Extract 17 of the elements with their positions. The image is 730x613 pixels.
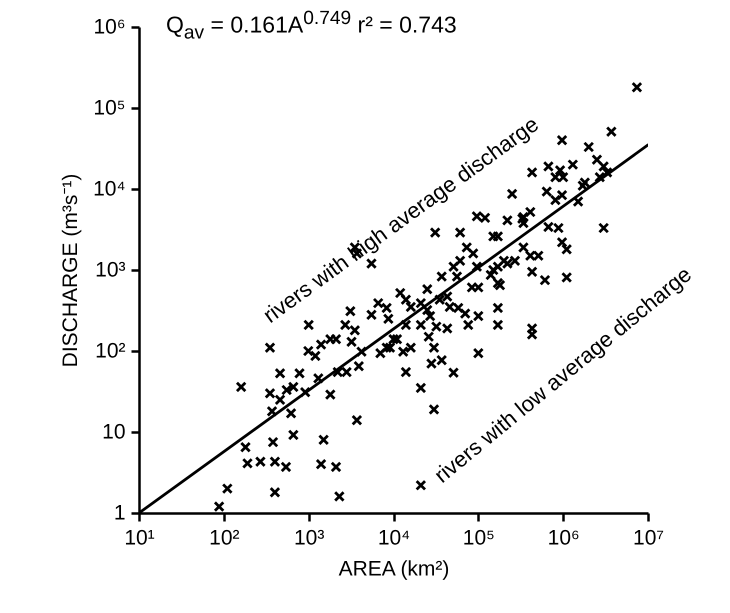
x-tick-label: 10⁴ xyxy=(378,526,410,550)
y-tick-label: 10⁴ xyxy=(93,178,126,200)
y-tick-label: 1 xyxy=(114,502,126,524)
y-tick-label: 10⁶ xyxy=(93,16,126,38)
x-axis-title: AREA (km²) xyxy=(338,558,450,580)
y-axis-title: DISCHARGE (m³s⁻¹) xyxy=(59,174,82,368)
y-tick-label: 10³ xyxy=(95,258,126,282)
x-tick-label: 10³ xyxy=(294,526,324,550)
y-tick-label: 10 xyxy=(102,420,126,444)
x-tick-label: 10⁷ xyxy=(633,526,664,550)
annotation: Q$_{av}$ = 0.161A$^{0.749}$ r² = 0.743 xyxy=(166,8,457,44)
y-tick-label: 10⁵ xyxy=(93,96,126,120)
x-tick-label: 10⁵ xyxy=(462,526,495,550)
x-tick-label: 10² xyxy=(209,526,240,550)
y-tick-label: 10² xyxy=(95,340,126,362)
x-tick-label: 10⁶ xyxy=(548,526,580,550)
x-tick-label: 10¹ xyxy=(124,526,155,550)
